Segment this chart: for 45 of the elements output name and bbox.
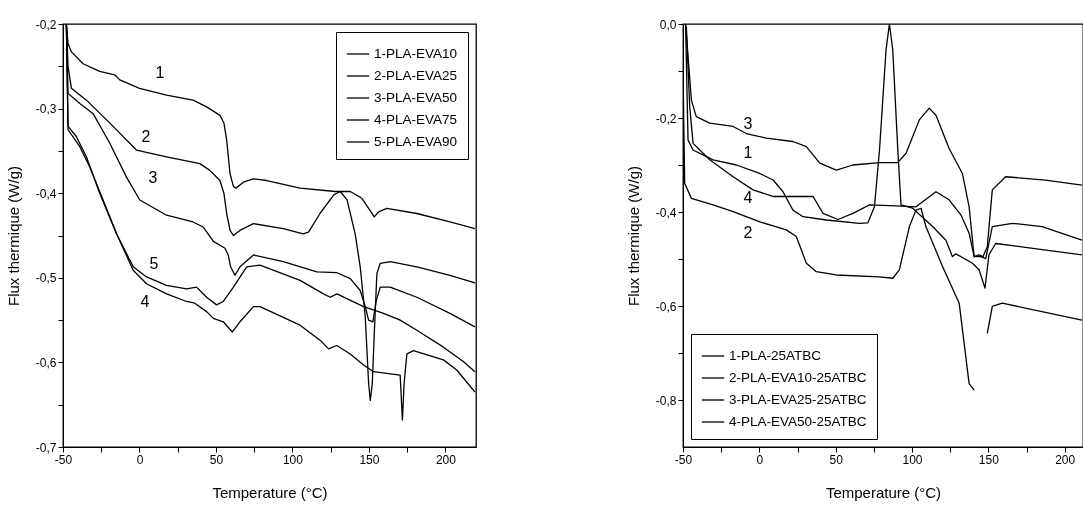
y-tick-label: -0,2 (35, 17, 57, 32)
x-tick-label: 150 (978, 452, 1000, 467)
x-tick-label: -50 (54, 452, 73, 467)
annotation: 5 (149, 255, 159, 272)
x-tick-label: 100 (902, 452, 923, 467)
y-tick-label: -0,6 (655, 299, 677, 314)
legend-label: 4-PLA-EVA75 (374, 112, 458, 127)
legend-label: 2-PLA-EVA10-25ATBC (729, 370, 867, 385)
legend-label: 2-PLA-EVA25 (374, 68, 458, 83)
annotation: 4 (743, 189, 753, 206)
y-tick-label: -0,6 (35, 355, 57, 370)
y-tick-label: -0,7 (35, 440, 57, 455)
x-tick-label: 0 (756, 452, 764, 467)
y-tick-label: -0,5 (35, 271, 57, 286)
x-tick-label: -50 (674, 452, 693, 467)
x-tick-label: 100 (282, 452, 304, 467)
annotation: 3 (743, 115, 753, 132)
annotation: 4 (140, 293, 150, 310)
x-tick-label: 50 (209, 452, 224, 467)
annotation: 2 (141, 128, 151, 145)
legend-label: 3-PLA-EVA50 (374, 90, 458, 105)
x-tick-label: 0 (136, 452, 144, 467)
annotation: 1 (155, 64, 165, 81)
legend-label: 5-PLA-EVA90 (374, 134, 458, 149)
y-axis-title: Flux thermique (W/g) (4, 165, 22, 307)
annotation: 3 (148, 169, 158, 186)
y-tick-label: -0,2 (655, 111, 677, 126)
y-tick-label: -0,4 (35, 186, 57, 201)
legend-label: 1-PLA-25ATBC (729, 348, 822, 363)
x-tick-label: 200 (1055, 452, 1076, 467)
x-tick-label: 50 (829, 452, 844, 467)
legend-label: 1-PLA-EVA10 (374, 46, 458, 61)
x-tick-label: 200 (435, 452, 457, 467)
x-tick-label: 150 (359, 452, 380, 467)
x-axis-title: Temperature (°C) (825, 483, 942, 501)
y-tick-label: -0,8 (655, 393, 677, 408)
annotation: 1 (743, 144, 753, 161)
y-tick-label: -0,4 (655, 205, 677, 220)
y-axis-title: Flux thermique (W/g) (624, 165, 642, 307)
y-tick-label: 0,0 (659, 17, 677, 32)
legend-label: 3-PLA-EVA25-25ATBC (729, 392, 867, 407)
x-axis-title: Temperature (°C) (212, 483, 328, 501)
legend-label: 4-PLA-EVA50-25ATBC (729, 414, 867, 429)
y-tick-label: -0,3 (35, 102, 57, 117)
annotation: 2 (743, 224, 753, 241)
